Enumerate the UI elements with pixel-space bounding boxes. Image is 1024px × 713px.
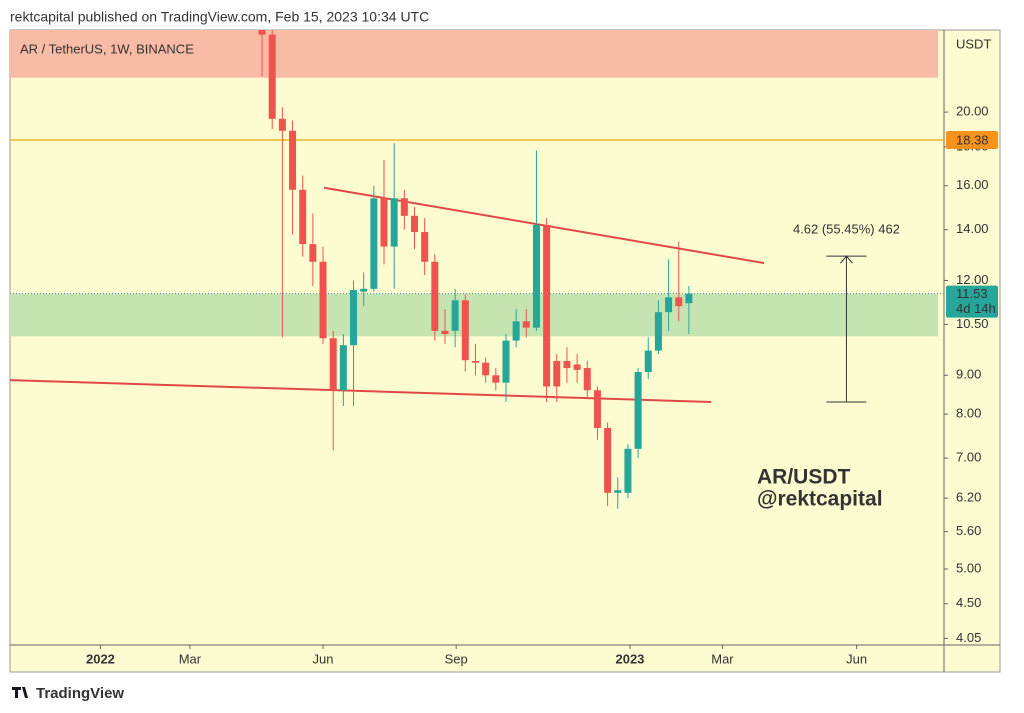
candle-body	[289, 130, 297, 190]
branding-logo	[12, 687, 28, 698]
candle-body	[390, 198, 398, 247]
candle-body	[380, 198, 388, 247]
y-tick-label: 20.00	[956, 104, 989, 119]
x-tick-label: Sep	[445, 651, 468, 666]
candle-body	[543, 224, 551, 387]
candle-body	[400, 198, 408, 216]
y-tick-label: 10.50	[956, 316, 989, 331]
candle-body	[563, 360, 571, 369]
candle-body	[512, 321, 520, 341]
candle-body	[329, 338, 337, 391]
candle-body	[309, 244, 317, 262]
candle-body	[492, 375, 500, 383]
candle-body	[350, 289, 358, 346]
measure-label: 4.62 (55.45%) 462	[793, 222, 900, 237]
y-tick-label: 7.00	[956, 450, 981, 465]
candle-body	[654, 312, 662, 351]
candle-body	[431, 261, 439, 331]
candle-body	[573, 364, 581, 370]
candle-body	[410, 215, 418, 233]
candle-body	[421, 232, 429, 262]
candle-body	[360, 288, 368, 292]
x-tick-label: Mar	[711, 651, 734, 666]
candle-body	[644, 350, 652, 372]
x-tick-label: 2023	[615, 651, 644, 666]
x-tick-label: Mar	[179, 651, 202, 666]
candle-body	[583, 368, 591, 391]
y-tick-label: 4.05	[956, 630, 981, 645]
candle-body	[614, 490, 622, 493]
x-tick-label: Jun	[313, 651, 334, 666]
candle-body	[319, 261, 327, 339]
plot-area	[10, 30, 944, 509]
candle-body	[532, 224, 540, 328]
candle-body	[370, 198, 378, 289]
watermark: AR/USDT	[757, 466, 851, 489]
y-tick-label: 4.50	[956, 595, 981, 610]
candle-body	[675, 297, 683, 307]
candle-body	[665, 297, 673, 313]
candle-body	[553, 360, 561, 387]
watermark: @rektcapital	[757, 488, 883, 511]
level-badge	[946, 130, 998, 149]
x-tick-label: 2022	[86, 651, 115, 666]
last-price-label: 11.53	[956, 286, 988, 301]
candle-body	[634, 371, 642, 449]
candle-body	[278, 118, 286, 131]
y-axis-label: USDT	[956, 36, 991, 51]
candle-body	[451, 300, 459, 331]
zone	[10, 293, 938, 337]
chart-title: AR / TetherUS, 1W, BINANCE	[20, 41, 194, 56]
last-price-badge	[946, 285, 998, 318]
y-tick-label: 5.60	[956, 523, 981, 538]
y-tick-label: 8.00	[956, 406, 981, 421]
candle-body	[258, 30, 266, 35]
header: rektcapital published on TradingView.com…	[10, 9, 429, 25]
y-tick-label: 6.20	[956, 490, 981, 505]
candle-body	[339, 345, 347, 391]
zone	[10, 30, 938, 78]
candle-body	[685, 293, 693, 304]
candle-body	[482, 362, 490, 376]
candle-body	[299, 189, 307, 245]
level-badge-label: 18.38	[956, 132, 989, 147]
candle-body	[441, 330, 449, 335]
candle-body	[593, 390, 601, 428]
candle-body	[461, 300, 469, 361]
countdown-label: 4d 14h	[956, 301, 996, 316]
candle-body	[502, 340, 510, 383]
candle-body	[522, 321, 530, 328]
x-tick-label: Jun	[846, 651, 867, 666]
branding: TradingView	[36, 685, 124, 702]
candle-body	[624, 448, 632, 493]
y-tick-label: 12.00	[956, 272, 989, 287]
y-tick-label: 9.00	[956, 367, 981, 382]
candle-body	[471, 360, 479, 363]
y-tick-label: 14.00	[956, 221, 989, 236]
measure-arrow	[840, 255, 853, 264]
y-tick-label: 5.00	[956, 560, 981, 575]
candle-body	[604, 427, 612, 493]
y-tick-label: 16.00	[956, 177, 989, 192]
candle-body	[268, 34, 276, 119]
